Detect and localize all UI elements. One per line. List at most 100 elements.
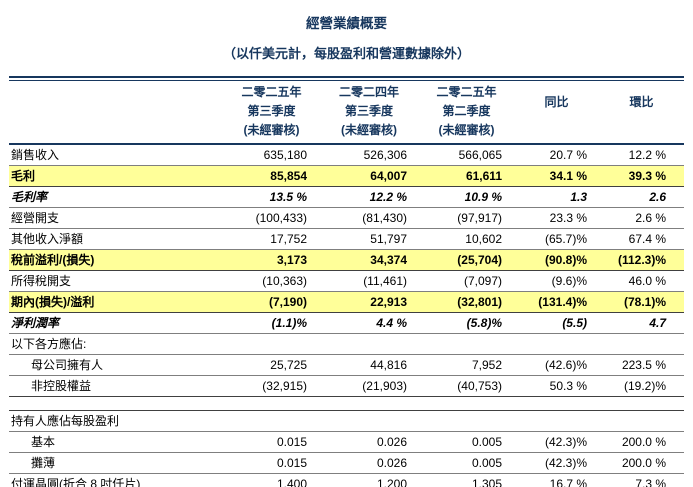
row-value: (112.3)% (599, 249, 684, 271)
col-header-year: 二零二四年 (338, 85, 399, 99)
row-value: (100,433) (224, 207, 319, 229)
table-row: 期內(損失)/溢利 (7,190) 22,913 (32,801) (131.4)% (7… (9, 291, 684, 313)
top-double-rule (9, 76, 684, 81)
results-table-main: 二零二五年 第三季度 (未經審核) 二零二四年 第三季度 (未經審核) 二零二五… (9, 81, 684, 397)
row-value: (9.6)% (514, 270, 599, 292)
row-value: (19.2)% (599, 375, 684, 397)
row-value: 12.2 % (599, 144, 684, 166)
row-value (419, 410, 514, 432)
row-value: (5.5) (514, 312, 599, 334)
col-header-yoy: 同比 (514, 81, 599, 145)
row-value: 566,065 (419, 144, 514, 166)
table-row: 付運晶圓(折合 8 吋仟片) 1,400 1,200 1,305 16.7 % 7.3 % (9, 473, 684, 487)
row-value: (42.3)% (514, 431, 599, 453)
table-row: 基本 0.015 0.026 0.005 (42.3)% 200.0 % (9, 431, 684, 453)
eps-shipments-section: 持有人應佔每股盈利 基本 0.015 0.026 0.005 (42.3)% 200.0 %… (9, 410, 684, 487)
row-value: (11,461) (319, 270, 419, 292)
row-value: (78.1)% (599, 291, 684, 313)
row-label: 毛利率 (9, 186, 224, 208)
row-value (319, 333, 419, 355)
row-value: 10.9 % (419, 186, 514, 208)
row-value: 3,173 (224, 249, 319, 271)
row-value: 34.1 % (514, 165, 599, 187)
row-value: (42.3)% (514, 452, 599, 474)
row-value: 0.015 (224, 452, 319, 474)
row-label: 淨利潤率 (9, 312, 224, 334)
row-value: 200.0 % (599, 452, 684, 474)
row-value: 23.3 % (514, 207, 599, 229)
col-header-unaudited: (未經審核) (243, 123, 300, 137)
row-value: 22,913 (319, 291, 419, 313)
row-value (514, 410, 599, 432)
col-header-unaudited: (未經審核) (438, 123, 495, 137)
row-value (224, 410, 319, 432)
row-value: 10,602 (419, 228, 514, 250)
row-label: 銷售收入 (9, 144, 224, 166)
table-row: 持有人應佔每股盈利 (9, 410, 684, 432)
col-header-unaudited: (未經審核) (341, 123, 397, 137)
row-value: 0.026 (319, 452, 419, 474)
row-value: 17,752 (224, 228, 319, 250)
row-value: 0.005 (419, 452, 514, 474)
table-row: 攤薄 0.015 0.026 0.005 (42.3)% 200.0 % (9, 452, 684, 474)
row-value: 16.7 % (514, 473, 599, 487)
row-label: 持有人應佔每股盈利 (9, 410, 224, 432)
row-value: 200.0 % (599, 431, 684, 453)
row-value: 1,200 (319, 473, 419, 487)
row-value: (42.6)% (514, 354, 599, 376)
income-statement-section: 銷售收入 635,180 526,306 566,065 20.7 % 12.2 % 毛利 8… (9, 144, 684, 397)
row-value: (5.8)% (419, 312, 514, 334)
row-value: 2.6 % (599, 207, 684, 229)
row-value: 0.026 (319, 431, 419, 453)
row-value: 223.5 % (599, 354, 684, 376)
section-gap (9, 397, 684, 410)
table-row: 所得稅開支 (10,363) (11,461) (7,097) (9.6)% 46.0 % (9, 270, 684, 292)
table-row: 非控股權益 (32,915) (21,903) (40,753) 50.3 % (19.2… (9, 375, 684, 397)
row-value: (7,190) (224, 291, 319, 313)
table-row: 經營開支 (100,433) (81,430) (97,917) 23.3 % 2.6 % (9, 207, 684, 229)
table-row: 以下各方應佔: (9, 333, 684, 355)
col-header-2024-q3: 二零二四年 第三季度 (未經審核) (319, 81, 419, 145)
row-value: (32,801) (419, 291, 514, 313)
row-value: 46.0 % (599, 270, 684, 292)
row-value: 20.7 % (514, 144, 599, 166)
row-value: (81,430) (319, 207, 419, 229)
row-value (419, 333, 514, 355)
row-value: 1,305 (419, 473, 514, 487)
table-row: 毛利 85,854 64,007 61,611 34.1 % 39.3 % (9, 165, 684, 187)
page-title: 經營業績概要 (306, 16, 387, 31)
row-value: 13.5 % (224, 186, 319, 208)
row-value: 50.3 % (514, 375, 599, 397)
row-value: 85,854 (224, 165, 319, 187)
row-value: 39.3 % (599, 165, 684, 187)
row-value: 1.3 (514, 186, 599, 208)
row-label: 期內(損失)/溢利 (9, 291, 224, 313)
row-value: (21,903) (319, 375, 419, 397)
col-header-quarter: 第二季度 (442, 104, 491, 118)
col-header-quarter: 第三季度 (344, 104, 393, 118)
row-value: 7,952 (419, 354, 514, 376)
row-label: 攤薄 (9, 452, 224, 474)
row-label: 其他收入淨額 (9, 228, 224, 250)
row-value: 1,400 (224, 473, 319, 487)
row-value: (7,097) (419, 270, 514, 292)
row-value: (90.8)% (514, 249, 599, 271)
results-table-eps: 持有人應佔每股盈利 基本 0.015 0.026 0.005 (42.3)% 200.0 %… (9, 410, 684, 487)
row-value: (131.4)% (514, 291, 599, 313)
row-value: 4.4 % (319, 312, 419, 334)
col-header-qoq: 環比 (599, 81, 684, 145)
header-spacer (9, 81, 224, 145)
row-label: 毛利 (9, 165, 224, 187)
row-value (319, 410, 419, 432)
page-subtitle: （以仟美元計，每股盈利和營運數據除外） (222, 46, 470, 61)
table-header: 二零二五年 第三季度 (未經審核) 二零二四年 第三季度 (未經審核) 二零二五… (9, 81, 684, 145)
col-header-year: 二零二五年 (241, 85, 302, 99)
row-value (599, 333, 684, 355)
row-label: 經營開支 (9, 207, 224, 229)
table-row: 毛利率 13.5 % 12.2 % 10.9 % 1.3 2.6 (9, 186, 684, 208)
row-value (224, 333, 319, 355)
row-label: 稅前溢利/(損失) (9, 249, 224, 271)
row-value: 635,180 (224, 144, 319, 166)
row-value: 61,611 (419, 165, 514, 187)
